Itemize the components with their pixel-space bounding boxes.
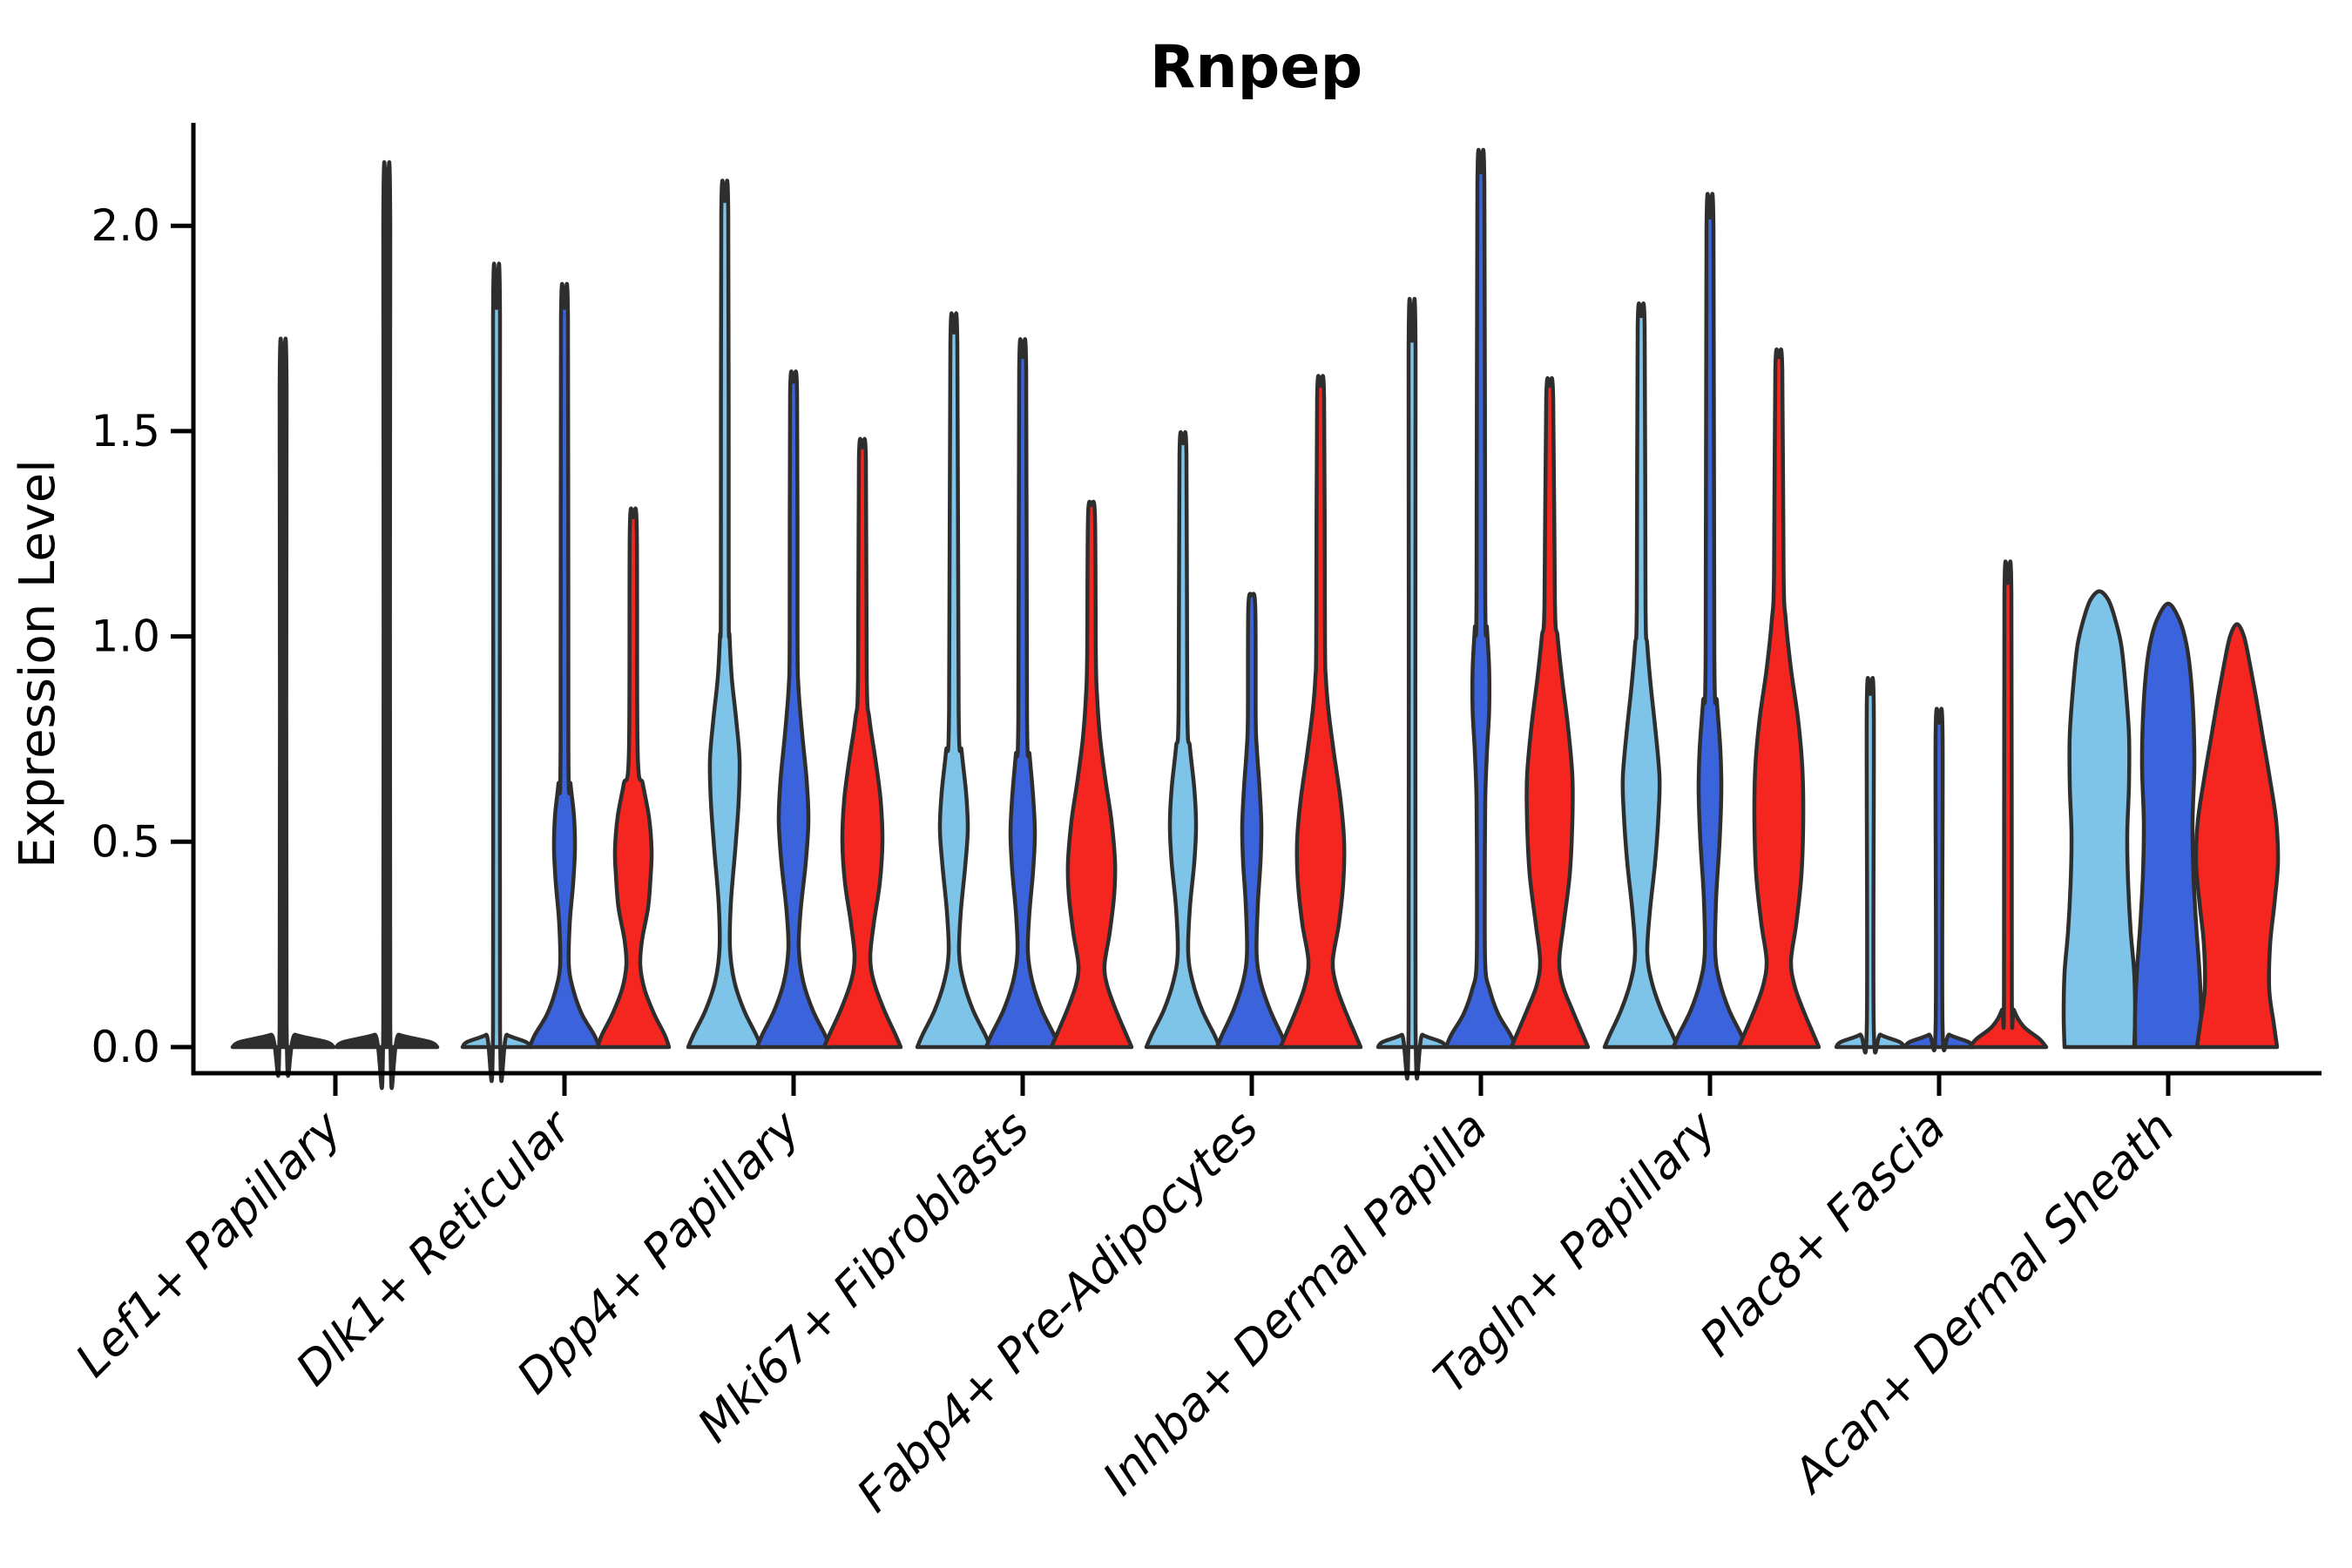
violin-red bbox=[1736, 347, 1821, 1050]
violin-red bbox=[821, 436, 903, 1050]
violin-blue bbox=[2132, 601, 2204, 1050]
violin-blue bbox=[1443, 147, 1518, 1050]
violins-layer bbox=[230, 147, 2281, 1091]
violin-red bbox=[1049, 499, 1134, 1050]
violin-blue bbox=[1903, 706, 1976, 1053]
violin-red bbox=[1967, 559, 2049, 1050]
y-tick-label: 0.5 bbox=[91, 816, 160, 867]
page-title: Rnpep bbox=[1150, 33, 1362, 102]
violin-red bbox=[595, 506, 672, 1050]
violin-light_blue bbox=[915, 311, 993, 1050]
violin-red bbox=[1278, 374, 1363, 1050]
violin-light_blue bbox=[1375, 296, 1449, 1081]
violin-light_blue bbox=[1144, 429, 1222, 1050]
y-axis-label: Expression Level bbox=[10, 459, 66, 868]
violin-light_blue bbox=[1602, 301, 1680, 1050]
axes-layer bbox=[171, 123, 2322, 1096]
y-tick-label: 2.0 bbox=[91, 200, 160, 251]
violin-light_blue bbox=[1834, 676, 1907, 1055]
y-tick-label: 1.0 bbox=[91, 612, 160, 662]
violin-red bbox=[2193, 622, 2281, 1050]
x-tick-label: Inhba+ Dermal Papilla bbox=[1093, 1101, 1497, 1505]
violin-blue bbox=[983, 337, 1062, 1050]
violin-blue bbox=[1214, 591, 1289, 1050]
x-tick-label: Fabp4+ Pre-Adipocytes bbox=[848, 1101, 1269, 1523]
x-tick-label: Plac8+ Fascia bbox=[1690, 1101, 1956, 1367]
violin-light_blue bbox=[686, 179, 764, 1050]
violin-red bbox=[1509, 375, 1591, 1050]
violin-blue bbox=[527, 281, 602, 1050]
violin-light_blue bbox=[2061, 589, 2138, 1050]
violin-dark bbox=[230, 336, 336, 1078]
violin-blue bbox=[1671, 192, 1749, 1050]
violin-dark bbox=[334, 160, 440, 1091]
violin-light_blue bbox=[460, 261, 533, 1084]
x-tick-label: Acan+ Dermal Sheath bbox=[1782, 1101, 2186, 1504]
y-tick-label: 0.0 bbox=[91, 1022, 160, 1072]
y-tick-label: 1.5 bbox=[91, 406, 160, 456]
violin-blue bbox=[754, 369, 833, 1050]
